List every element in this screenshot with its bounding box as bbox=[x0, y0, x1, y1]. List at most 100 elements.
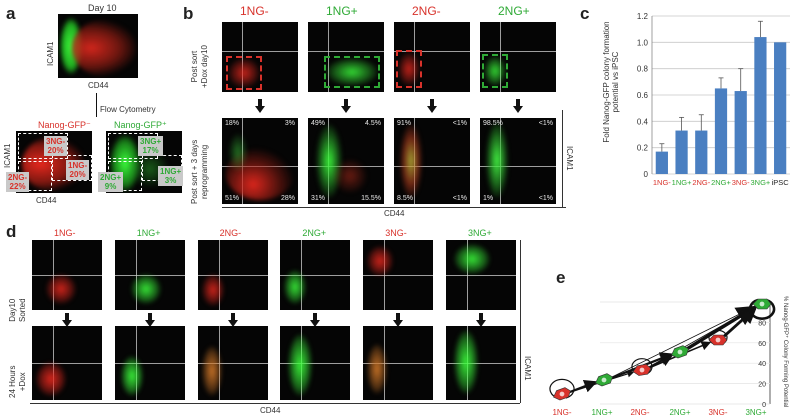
panel-e-cell-nucleus bbox=[715, 337, 721, 343]
panel-d-column-header: 3NG- bbox=[385, 228, 407, 238]
panel-d-sorted-plot bbox=[197, 240, 268, 310]
panel-e-diagram: 020406080100% Nanog-GFP⁺ Colony Forming … bbox=[549, 296, 789, 416]
x-tick-label: 3NG- bbox=[732, 178, 750, 187]
panel-e-y-tick: 60 bbox=[758, 341, 766, 348]
panel-d-ylabel: ICAM1 bbox=[523, 356, 532, 381]
panel-d-down-arrow bbox=[476, 313, 486, 327]
panel-a-left-ylabel: ICAM1 bbox=[3, 143, 12, 168]
panel-d-column-header: 2NG- bbox=[219, 228, 242, 238]
panel-d-sorted-plot bbox=[363, 240, 434, 310]
gate-2ng-pos: 2NG+ 9% bbox=[98, 172, 124, 192]
panel-e-cell-node bbox=[671, 345, 689, 359]
panel-d-down-arrow bbox=[227, 313, 238, 327]
panel-d-dox-plot bbox=[446, 326, 516, 400]
panel-e-self-loop bbox=[549, 378, 575, 399]
panel-d-dox-plot bbox=[114, 326, 185, 400]
panel-e-y-tick: 80 bbox=[758, 320, 766, 327]
panel-e-cell-node bbox=[708, 334, 728, 346]
y-tick-label: 0.2 bbox=[637, 144, 649, 153]
panel-d-dox-plot bbox=[32, 326, 102, 400]
panel-e-cell-node bbox=[595, 373, 613, 387]
panel-e-cell-node bbox=[632, 363, 652, 376]
panel-e-self-loop bbox=[631, 358, 653, 375]
x-tick-label: 1NG+ bbox=[672, 178, 692, 187]
panel-d-down-arrow bbox=[393, 313, 404, 327]
panel-d-row1-label: Day10 Sorted bbox=[8, 298, 27, 322]
gate-2ng-neg: 2NG- 22% bbox=[6, 172, 30, 192]
x-tick-label: iPSC bbox=[772, 178, 790, 187]
panel-b-down-arrow bbox=[341, 99, 351, 113]
bar-chart: 0 0.2 0.4 0.6 0.8 1.0 1.2 1NG- 1NG+ 2NG- 2NG+ 3NG- 3… bbox=[637, 12, 790, 187]
panel-d-column-header: 2NG+ bbox=[302, 228, 327, 238]
panel-b-row1-label: Post sort +Dox day10 bbox=[190, 45, 209, 88]
panel-a-day10-plot bbox=[58, 14, 138, 78]
y-tick-label: 0.4 bbox=[637, 117, 649, 126]
panel-e-y-tick: 20 bbox=[758, 382, 766, 389]
panel-d-x-axis bbox=[30, 403, 520, 404]
panel-e-x-label: 3NG+ bbox=[745, 408, 766, 416]
panel-b-sorted-plot bbox=[480, 22, 556, 92]
bar-3ng-negpos bbox=[754, 37, 767, 174]
bar-1ng-negpos bbox=[675, 130, 688, 174]
bar-2ng-neg bbox=[695, 130, 708, 174]
panel-b-reprogrammed-plot: 98.5% <1% 1% <1% bbox=[480, 118, 556, 204]
gate-1ng-pos: 1NG+ 3% bbox=[158, 166, 184, 186]
panel-d-sorted-plot bbox=[446, 240, 516, 310]
panel-b-y-axis bbox=[562, 110, 563, 207]
y-tick-label: 0.8 bbox=[637, 65, 649, 74]
panel-b-column-header: 1NG+ bbox=[326, 4, 358, 18]
panel-e-arrow bbox=[648, 353, 674, 369]
panel-a-left-title: Nanog-GFP⁻ bbox=[38, 120, 91, 130]
panel-e-y-tick: 40 bbox=[758, 361, 766, 368]
panel-a-letter: a bbox=[6, 4, 16, 23]
panel-d-sorted-plot bbox=[114, 240, 185, 310]
panel-d-letter: d bbox=[6, 222, 17, 241]
panel-a-title: Day 10 bbox=[88, 3, 117, 13]
panel-d-sorted-plot bbox=[280, 240, 351, 310]
x-tick-label: 1NG- bbox=[653, 178, 671, 187]
bar-ipsc bbox=[774, 42, 787, 175]
panel-d-down-arrow bbox=[62, 313, 72, 327]
panel-d-dox-plot bbox=[280, 326, 351, 400]
bar-2ng-negpos bbox=[714, 88, 728, 174]
panel-d-dox-plot bbox=[363, 326, 434, 400]
panel-d-column-header: 3NG+ bbox=[468, 228, 492, 238]
panel-a-right-title: Nanog-GFP⁺ bbox=[114, 120, 167, 130]
panel-b-reprogrammed-plot: 18% 3% 51% 28% bbox=[222, 118, 298, 204]
panel-b-row2-label: Post sort + 3 days reprogramming bbox=[190, 139, 209, 204]
panel-e-cell-nucleus bbox=[559, 391, 565, 397]
panel-b-column-header: 2NG- bbox=[412, 4, 441, 18]
panel-e-x-label: 2NG+ bbox=[669, 408, 690, 416]
panel-a-left-xlabel: CD44 bbox=[36, 196, 57, 205]
panel-d-sorted-plot bbox=[32, 240, 102, 310]
panel-e-ylabel: % Nanog-GFP⁺ Colony Forming Potential bbox=[782, 296, 789, 407]
panel-e-cell-node bbox=[553, 387, 571, 401]
panel-d-dox-plot bbox=[197, 326, 268, 400]
panel-d-column-header: 1NG+ bbox=[136, 228, 161, 238]
panel-e-x-label: 1NG- bbox=[552, 408, 571, 416]
panel-e-cell-node bbox=[752, 298, 772, 310]
panel-b-column-header: 1NG- bbox=[240, 4, 269, 18]
panel-e-cell-nucleus bbox=[601, 377, 607, 383]
panel-b-x-axis bbox=[222, 207, 566, 208]
panel-b-down-arrow bbox=[513, 99, 523, 113]
panel-e-arrow bbox=[611, 306, 755, 378]
x-tick-label: 2NG- bbox=[692, 178, 710, 187]
gate-3ng-pos: 3NG+ 17% bbox=[138, 136, 164, 156]
panel-b-column-header: 2NG+ bbox=[498, 4, 530, 18]
panel-e-y-tick: 0 bbox=[762, 402, 766, 409]
panel-e-self-loop bbox=[748, 298, 776, 320]
panel-e-cell-nucleus bbox=[677, 349, 683, 355]
panel-d-down-arrow bbox=[310, 313, 321, 327]
y-tick-label: 1.2 bbox=[637, 12, 649, 21]
y-tick-label: 1.0 bbox=[637, 38, 649, 47]
panel-d-column-header: 1NG- bbox=[54, 228, 76, 238]
panel-b-reprogrammed-plot: 91% <1% 8.5% <1% bbox=[394, 118, 470, 204]
panel-a-flow-label: Flow Cytometry bbox=[100, 105, 156, 114]
panel-e-arrow bbox=[648, 306, 755, 368]
gate-3ng-neg: 3NG- 20% bbox=[44, 136, 68, 156]
panel-e-x-label: 2NG- bbox=[630, 408, 649, 416]
panel-c-letter: c bbox=[580, 4, 590, 23]
panel-b-sorted-plot bbox=[394, 22, 470, 92]
panel-b-letter: b bbox=[183, 4, 194, 23]
